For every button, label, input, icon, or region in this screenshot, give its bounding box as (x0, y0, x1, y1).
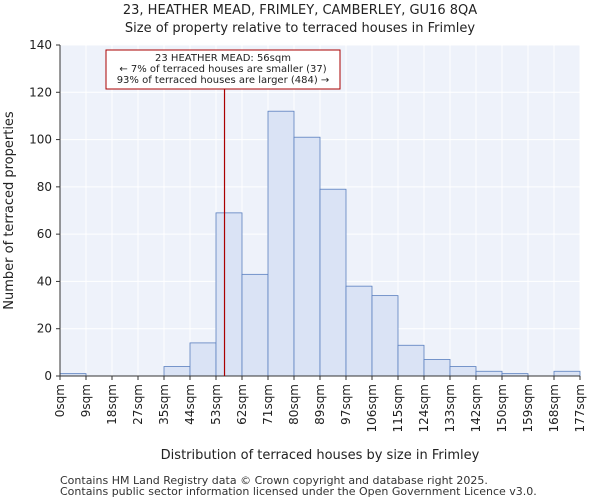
y-tick-label: 60 (37, 227, 52, 241)
annotation-box (105, 49, 341, 90)
histogram-bar-62sqm (241, 273, 269, 377)
histogram-bar-124sqm (423, 359, 451, 377)
x-tick-label-89sqm: 89sqm (313, 384, 327, 425)
x-tick-label-53sqm: 53sqm (209, 384, 223, 425)
y-tick-label: 20 (37, 322, 52, 336)
x-tick-label-44sqm: 44sqm (183, 384, 197, 425)
footer-licence: Contains public sector information licen… (60, 485, 537, 498)
y-tick-label: 100 (29, 133, 52, 147)
x-tick-label-97sqm: 97sqm (339, 384, 353, 425)
x-tick-label-168sqm: 168sqm (547, 384, 561, 432)
histogram-bar-71sqm (267, 110, 295, 377)
histogram-bar-106sqm (371, 295, 399, 377)
histogram-bar-168sqm (553, 370, 581, 377)
y-tick-label: 140 (29, 38, 52, 52)
y-tick-label: 40 (37, 274, 52, 288)
y-tick-label: 120 (29, 85, 52, 99)
x-tick-label-124sqm: 124sqm (417, 384, 431, 432)
histogram-bar-97sqm (345, 285, 373, 377)
x-tick-label-9sqm: 9sqm (79, 384, 93, 417)
x-tick-label-133sqm: 133sqm (443, 384, 457, 432)
y-tick-label: 80 (37, 180, 52, 194)
x-tick-label-35sqm: 35sqm (157, 384, 171, 425)
y-tick-label: 0 (44, 369, 52, 383)
chart-title-line1: 23, HEATHER MEAD, FRIMLEY, CAMBERLEY, GU… (122, 3, 478, 18)
y-axis-label: Number of terraced properties (2, 111, 17, 310)
annotation-line-2: ← 7% of terraced houses are smaller (37) (119, 64, 326, 75)
x-tick-label-0sqm: 0sqm (53, 384, 67, 417)
histogram-bar-80sqm (293, 136, 321, 377)
x-tick-label-177sqm: 177sqm (573, 384, 587, 432)
x-tick-label-115sqm: 115sqm (391, 384, 405, 432)
histogram-bar-44sqm (189, 342, 217, 377)
x-tick-label-71sqm: 71sqm (261, 384, 275, 425)
histogram-bar-133sqm (449, 366, 477, 377)
annotation-line-1: 23 HEATHER MEAD: 56sqm (155, 53, 291, 64)
x-tick-label-27sqm: 27sqm (131, 384, 145, 425)
x-tick-label-80sqm: 80sqm (287, 384, 301, 425)
chart-title-line2: Size of property relative to terraced ho… (124, 21, 476, 36)
x-tick-label-142sqm: 142sqm (469, 384, 483, 432)
x-axis-label: Distribution of terraced houses by size … (161, 448, 480, 463)
histogram-bar-115sqm (397, 344, 425, 377)
histogram-bar-89sqm (319, 188, 347, 377)
histogram-bar-142sqm (475, 370, 503, 377)
histogram-bar-35sqm (163, 366, 191, 377)
annotation-line-3: 93% of terraced houses are larger (484) … (117, 75, 330, 86)
x-tick-label-150sqm: 150sqm (495, 384, 509, 432)
x-tick-label-159sqm: 159sqm (521, 384, 535, 432)
histogram-bar-53sqm (215, 212, 243, 377)
x-tick-label-18sqm: 18sqm (105, 384, 119, 425)
footer-copyright: Contains HM Land Registry data © Crown c… (60, 474, 488, 487)
x-tick-label-106sqm: 106sqm (365, 384, 379, 432)
x-tick-label-62sqm: 62sqm (235, 384, 249, 425)
